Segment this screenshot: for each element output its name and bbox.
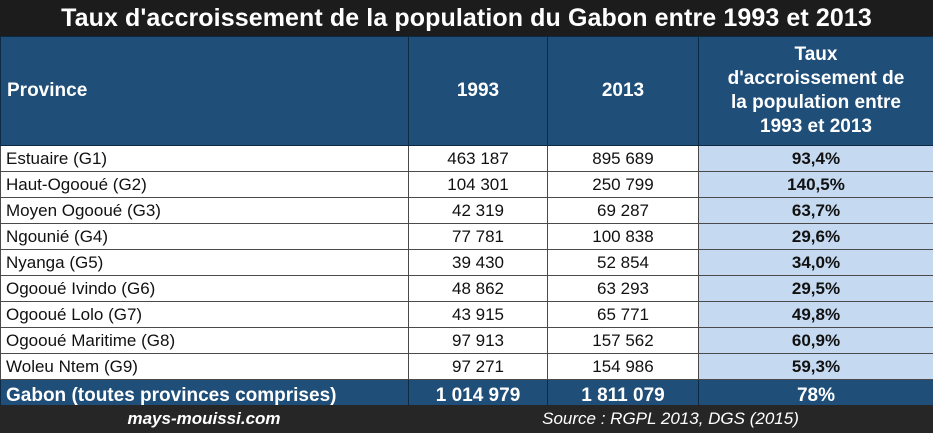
province-name: Woleu Ntem (G9) — [0, 353, 409, 380]
table-row: Woleu Ntem (G9) 97 271 154 986 59,3% — [0, 353, 933, 380]
table-row: Ogooué Maritime (G8) 97 913 157 562 60,9… — [0, 327, 933, 354]
growth-rate: 29,5% — [698, 275, 933, 302]
population-2013: 69 287 — [547, 197, 699, 224]
page-title: Taux d'accroissement de la population du… — [0, 0, 933, 36]
province-name: Ogooué Maritime (G8) — [0, 327, 409, 354]
header-1993: 1993 — [408, 36, 548, 146]
population-2013: 157 562 — [547, 327, 699, 354]
header-row: Province 1993 2013 Taux d'accroissement … — [0, 36, 933, 146]
table-header: Province 1993 2013 Taux d'accroissement … — [0, 36, 933, 146]
population-1993: 42 319 — [408, 197, 548, 224]
growth-rate: 60,9% — [698, 327, 933, 354]
growth-rate: 63,7% — [698, 197, 933, 224]
population-2013: 100 838 — [547, 223, 699, 250]
population-1993: 104 301 — [408, 171, 548, 198]
footer-bar: mays-mouissi.com Source : RGPL 2013, DGS… — [0, 405, 933, 433]
header-rate-line: Taux — [794, 44, 838, 65]
table-row: Estuaire (G1) 463 187 895 689 93,4% — [0, 145, 933, 172]
province-name: Ngounié (G4) — [0, 223, 409, 250]
population-1993: 463 187 — [408, 145, 548, 172]
population-1993: 48 862 — [408, 275, 548, 302]
source-note: Source : RGPL 2013, DGS (2015) — [542, 409, 799, 428]
population-2013: 52 854 — [547, 249, 699, 276]
population-2013: 63 293 — [547, 275, 699, 302]
table-row: Haut-Ogooué (G2) 104 301 250 799 140,5% — [0, 171, 933, 198]
growth-rate: 34,0% — [698, 249, 933, 276]
table-row: Ogooué Lolo (G7) 43 915 65 771 49,8% — [0, 301, 933, 328]
table-row: Nyanga (G5) 39 430 52 854 34,0% — [0, 249, 933, 276]
province-name: Haut-Ogooué (G2) — [0, 171, 409, 198]
population-2013: 65 771 — [547, 301, 699, 328]
population-1993: 43 915 — [408, 301, 548, 328]
header-rate-line: 1993 et 2013 — [760, 116, 872, 137]
header-2013: 2013 — [547, 36, 699, 146]
table-row: Moyen Ogooué (G3) 42 319 69 287 63,7% — [0, 197, 933, 224]
header-rate-line: la population entre — [731, 92, 901, 113]
province-name: Ogooué Ivindo (G6) — [0, 275, 409, 302]
growth-rate: 140,5% — [698, 171, 933, 198]
header-province: Province — [0, 36, 409, 146]
population-1993: 97 913 — [408, 327, 548, 354]
population-2013: 154 986 — [547, 353, 699, 380]
header-rate-line: d'accroissement de — [727, 68, 905, 89]
growth-rate: 59,3% — [698, 353, 933, 380]
province-name: Estuaire (G1) — [0, 145, 409, 172]
growth-rate: 49,8% — [698, 301, 933, 328]
population-1993: 39 430 — [408, 249, 548, 276]
province-name: Nyanga (G5) — [0, 249, 409, 276]
table-row: Ogooué Ivindo (G6) 48 862 63 293 29,5% — [0, 275, 933, 302]
site-credit: mays-mouissi.com — [127, 409, 281, 428]
population-2013: 895 689 — [547, 145, 699, 172]
table-body: Estuaire (G1) 463 187 895 689 93,4% Haut… — [0, 145, 933, 380]
population-1993: 97 271 — [408, 353, 548, 380]
table-row: Ngounié (G4) 77 781 100 838 29,6% — [0, 223, 933, 250]
population-1993: 77 781 — [408, 223, 548, 250]
growth-rate: 93,4% — [698, 145, 933, 172]
province-name: Ogooué Lolo (G7) — [0, 301, 409, 328]
header-growth-rate: Taux d'accroissement de la population en… — [698, 36, 933, 146]
population-2013: 250 799 — [547, 171, 699, 198]
province-name: Moyen Ogooué (G3) — [0, 197, 409, 224]
growth-rate: 29,6% — [698, 223, 933, 250]
population-table: Province 1993 2013 Taux d'accroissement … — [0, 36, 933, 412]
